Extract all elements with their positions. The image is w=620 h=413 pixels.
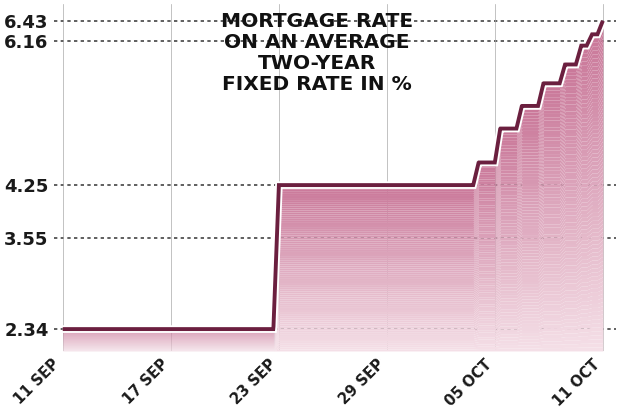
Text: MORTGAGE RATE
ON AN AVERAGE
TWO-YEAR
FIXED RATE IN %: MORTGAGE RATE ON AN AVERAGE TWO-YEAR FIX… [221, 12, 413, 95]
